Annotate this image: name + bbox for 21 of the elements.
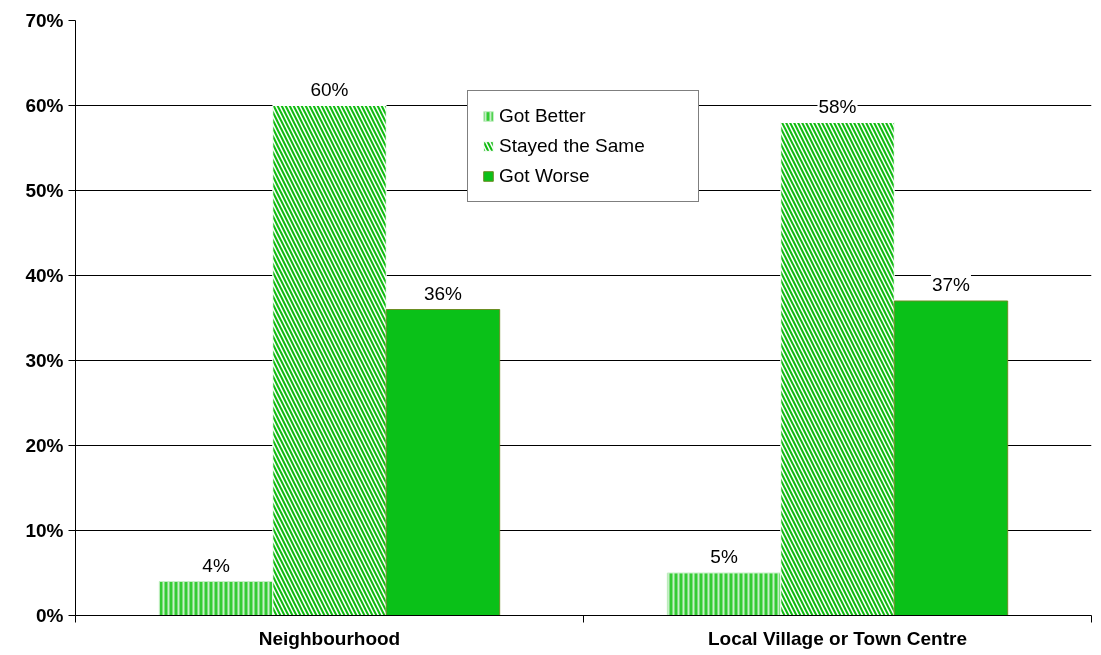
y-tick-label: 0%: [36, 605, 64, 626]
data-label: 36%: [423, 282, 463, 304]
y-tick-label: 50%: [25, 180, 64, 201]
y-tick-label: 40%: [25, 265, 64, 286]
x-tick-label: Local Village or Town Centre: [707, 627, 968, 649]
data-label: 58%: [818, 95, 857, 117]
y-tick-label: 60%: [25, 95, 64, 116]
y-tick-label: 70%: [25, 10, 64, 31]
legend-label: Stayed the Same: [499, 135, 646, 157]
x-tick-label: Neighbourhood: [258, 627, 401, 649]
legend-label: Got Better: [499, 105, 587, 127]
data-label: 5%: [710, 546, 738, 567]
y-tick-label: 10%: [25, 520, 64, 541]
bar: [893, 300, 1009, 616]
data-label: 60%: [310, 78, 349, 100]
legend-label: Got Worse: [499, 165, 591, 187]
bar: [385, 309, 501, 616]
data-label: 37%: [931, 274, 971, 295]
data-label: 4%: [202, 554, 230, 576]
y-tick-label: 20%: [25, 435, 64, 456]
y-tick-label: 30%: [25, 350, 64, 371]
